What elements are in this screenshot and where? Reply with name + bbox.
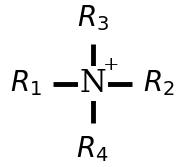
Text: $R_4$: $R_4$: [76, 134, 109, 164]
Text: $R_3$: $R_3$: [77, 3, 109, 33]
Text: N: N: [79, 68, 106, 99]
Text: $R_1$: $R_1$: [10, 69, 42, 98]
Text: $R_2$: $R_2$: [143, 69, 175, 98]
Text: +: +: [103, 56, 119, 74]
